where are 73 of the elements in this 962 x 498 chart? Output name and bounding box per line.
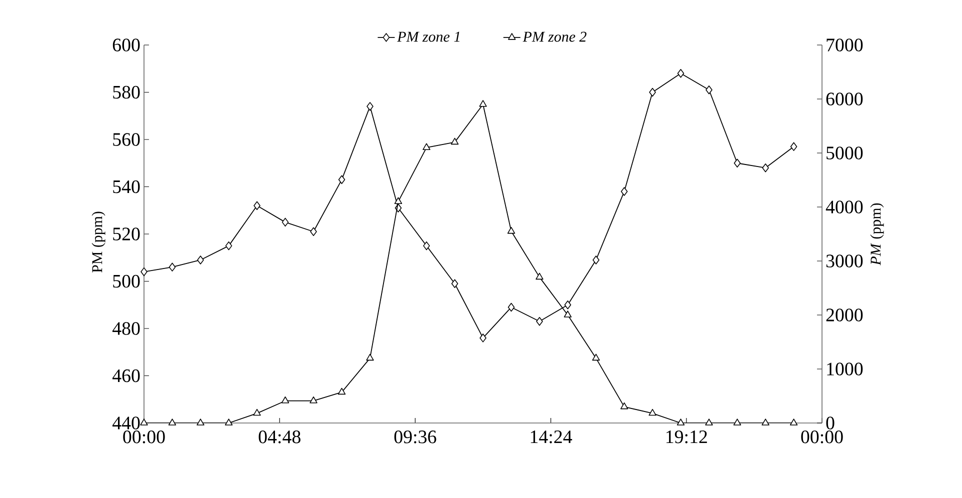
point (196, 418, 204, 426)
x-tick-label: 09:36 (394, 430, 436, 444)
point (253, 408, 261, 416)
point (338, 175, 346, 184)
point (592, 354, 600, 361)
point (734, 158, 741, 168)
point (620, 402, 628, 410)
y-tick-label: 580 (113, 86, 140, 99)
y-tick-label: 560 (113, 133, 140, 146)
point (366, 102, 374, 111)
point (706, 86, 712, 94)
point (450, 138, 459, 145)
y-tick-label: 440 (112, 416, 140, 430)
x-tick-label: 19:12 (666, 430, 707, 444)
point (676, 418, 685, 426)
x-tick-label: 04:48 (258, 430, 300, 444)
point (733, 418, 742, 426)
y2-axis-title: PM (ppm) (870, 203, 884, 266)
point (479, 100, 487, 107)
y-tick-label: 460 (112, 369, 140, 382)
y2-tick-label: 4000 (826, 200, 863, 214)
point (536, 272, 544, 280)
point (507, 226, 516, 234)
point (790, 142, 798, 151)
point (422, 143, 430, 150)
point (366, 354, 374, 361)
point (564, 300, 572, 310)
point (394, 197, 402, 204)
point (592, 256, 600, 264)
point (423, 241, 430, 250)
x-tick-label: 14:24 (530, 430, 572, 444)
y-tick-label: 480 (112, 322, 140, 335)
point (648, 408, 656, 416)
y-tick-label: 500 (113, 274, 140, 288)
y-axis-title: PM (ppm) (92, 212, 106, 272)
point (224, 418, 233, 426)
point (762, 163, 769, 172)
point (282, 218, 289, 227)
point (508, 302, 515, 312)
point (281, 396, 290, 404)
y2-tick-label: 0 (826, 416, 834, 430)
point (705, 418, 713, 426)
y-tick-label: 540 (113, 180, 140, 194)
point (310, 396, 318, 404)
legend-label: PM zone 2 (522, 32, 586, 42)
point (790, 418, 798, 426)
point (620, 187, 628, 196)
point (225, 241, 232, 250)
legend-label: PM zone 1 (397, 32, 460, 42)
y2-tick-label: 7000 (826, 38, 863, 52)
point (310, 227, 317, 236)
point (536, 317, 543, 326)
point (197, 256, 204, 264)
point (338, 388, 346, 395)
y2-tick-label: 1000 (827, 362, 863, 376)
x-tick-label: 00:00 (801, 430, 843, 444)
point (451, 279, 458, 288)
y-tick-label: 600 (112, 38, 140, 52)
y2-tick-label: 2000 (826, 308, 863, 322)
y2-tick-label: 3000 (826, 254, 863, 268)
y2-tick-label: 6000 (826, 92, 863, 106)
point (564, 310, 572, 318)
y2-tick-label: 5000 (826, 146, 863, 160)
point (677, 68, 684, 78)
point (254, 201, 260, 210)
point (480, 334, 486, 342)
y-tick-label: 520 (113, 228, 140, 240)
point (649, 88, 656, 97)
point (168, 418, 176, 426)
point (140, 267, 148, 276)
point (168, 262, 176, 272)
point (762, 418, 770, 426)
x-tick-label: 00:00 (123, 430, 165, 444)
